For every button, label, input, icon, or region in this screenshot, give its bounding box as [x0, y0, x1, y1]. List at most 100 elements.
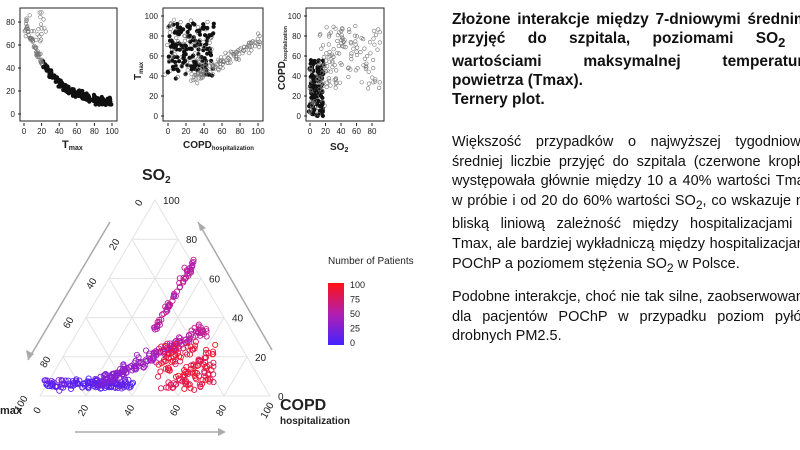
- scatter-point: [310, 95, 315, 100]
- ternary-point: [160, 356, 168, 363]
- scatter-point: [177, 59, 182, 64]
- scatter-point: [29, 29, 34, 34]
- ternary-point: [58, 376, 65, 384]
- ternary-point: [48, 377, 55, 385]
- ternary-right-tick: 100: [163, 196, 180, 207]
- scatter-point: [188, 60, 193, 65]
- scatter-point: [222, 55, 227, 60]
- scatter-point: [250, 39, 255, 44]
- y-tick-label: 40: [6, 64, 15, 73]
- panel2-frame: [162, 7, 264, 122]
- scatter-point: [99, 94, 104, 100]
- scatter-point: [352, 33, 358, 38]
- ternary-bottom-tick: 0: [32, 405, 45, 416]
- scatter-point: [322, 63, 327, 69]
- scatter-point: [209, 47, 214, 52]
- scatter-point: [38, 15, 43, 20]
- ternary-point: [192, 369, 199, 376]
- ternary-left-tick: 0: [133, 198, 146, 209]
- panel2-points: [162, 17, 262, 86]
- scatter-point: [317, 86, 322, 92]
- ternary-point: [96, 382, 103, 389]
- scatter-point: [96, 102, 102, 107]
- ternary-point: [173, 288, 180, 295]
- scatter-point: [167, 30, 172, 35]
- scatter-point: [179, 64, 184, 69]
- scatter-point: [373, 32, 379, 38]
- y-tick-label: 20: [292, 92, 301, 101]
- scatter-point: [84, 96, 89, 101]
- ternary-point: [120, 372, 127, 380]
- ternary-point: [157, 385, 165, 392]
- ternary-point: [151, 350, 158, 357]
- scatter-point: [331, 54, 336, 60]
- scatter-point: [36, 27, 41, 32]
- scatter-point: [39, 31, 44, 37]
- ternary-point: [169, 384, 176, 391]
- ternary-left-label: max: [0, 405, 23, 417]
- scatter-point: [38, 22, 44, 27]
- legend-colorbar: [328, 283, 344, 345]
- panel3-y-ticks: 0 20 40 60 80 100: [288, 12, 307, 121]
- scatter-point: [346, 74, 351, 80]
- ternary-point: [210, 363, 217, 370]
- ternary-point: [162, 358, 169, 365]
- scatter-point: [202, 25, 207, 30]
- scatter-point: [373, 77, 378, 82]
- scatter-point: [333, 26, 338, 31]
- scatter-point: [328, 83, 333, 88]
- scatter-point: [226, 55, 231, 61]
- scatter-point: [339, 37, 344, 43]
- scatter-point: [315, 66, 320, 71]
- ternary-point: [54, 383, 61, 390]
- x-tick-label: 20: [182, 127, 191, 136]
- scatter-point: [320, 66, 325, 71]
- slide-subtitle: Ternery plot.: [452, 91, 545, 109]
- scatter-point: [257, 41, 262, 46]
- ternary-point: [210, 379, 217, 386]
- scatter-point: [34, 37, 39, 43]
- ternary-left-tick: 40: [85, 276, 100, 292]
- scatter-point: [362, 46, 367, 51]
- scatter-point: [202, 68, 207, 74]
- scatter-point: [107, 96, 112, 101]
- scatter-point: [24, 16, 29, 21]
- ternary-point: [55, 377, 62, 384]
- ternary-point: [74, 381, 82, 388]
- scatter-point: [175, 25, 180, 30]
- ternary-point: [120, 380, 127, 387]
- ternary-point: [108, 374, 115, 381]
- x-tick-label: 100: [251, 127, 265, 136]
- scatter-point: [200, 75, 205, 80]
- scatter-point: [339, 62, 344, 68]
- slide-title: Złożone interakcje między 7-dniowymi śre…: [452, 11, 800, 90]
- scatter-point: [216, 57, 221, 62]
- panel3-x-ticks: 0 20 40 60 80: [308, 123, 377, 136]
- legend-tick-label: 75: [350, 295, 360, 305]
- ternary-point: [162, 365, 169, 372]
- ternary-point: [202, 350, 209, 357]
- ternary-point: [181, 379, 189, 386]
- scatter-point: [247, 40, 252, 46]
- ternary-point: [85, 375, 92, 382]
- scatter-point: [216, 67, 221, 73]
- ternary-point: [72, 381, 79, 388]
- scatter-point: [334, 80, 339, 85]
- ternary-top-label: SO2: [142, 167, 171, 186]
- scatter-point: [172, 52, 177, 57]
- ternary-point: [209, 348, 217, 355]
- scatter-point: [375, 47, 380, 52]
- scatter-point: [252, 39, 258, 45]
- ternary-point: [120, 361, 127, 368]
- x-tick-label: 80: [368, 127, 377, 136]
- ternary-point: [176, 279, 183, 287]
- scatter-point: [179, 29, 184, 34]
- ternary-point: [209, 351, 216, 358]
- ternary-point: [87, 382, 94, 389]
- scatter-point: [190, 35, 195, 40]
- scatter-point: [188, 39, 193, 44]
- ternary-point: [62, 377, 69, 384]
- y-tick-label: 40: [292, 72, 301, 81]
- ternary-outline: [39, 199, 271, 397]
